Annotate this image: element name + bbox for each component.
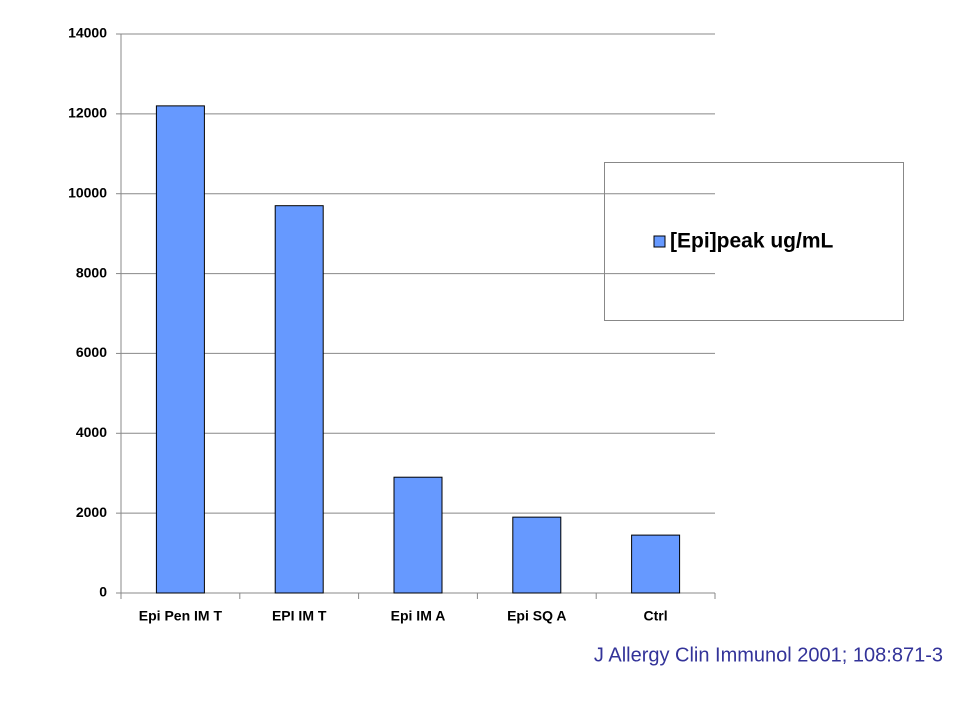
x-tick-label: EPI IM T [272, 608, 327, 624]
y-tick-label: 0 [99, 584, 107, 600]
y-tick-label: 2000 [76, 504, 107, 520]
bar [155, 105, 205, 594]
x-tick-label: Ctrl [644, 608, 668, 624]
y-tick-label: 14000 [68, 25, 107, 41]
bar [512, 516, 562, 594]
x-tick-label: Epi Pen IM T [139, 608, 223, 624]
x-tick-label: Epi SQ A [507, 608, 566, 624]
x-tick-label: Epi IM A [391, 608, 446, 624]
bar [274, 205, 324, 594]
y-tick-label: 10000 [68, 184, 107, 200]
y-tick-label: 8000 [76, 264, 107, 280]
bar [631, 534, 681, 594]
legend-label: [Epi]peak ug/mL [670, 230, 834, 253]
y-tick-label: 6000 [76, 344, 107, 360]
citation: J Allergy Clin Immunol 2001; 108:871-3 [594, 644, 943, 666]
bar [393, 476, 443, 594]
y-tick-label: 12000 [68, 105, 107, 121]
legend-swatch [653, 235, 666, 248]
y-tick-label: 4000 [76, 424, 107, 440]
